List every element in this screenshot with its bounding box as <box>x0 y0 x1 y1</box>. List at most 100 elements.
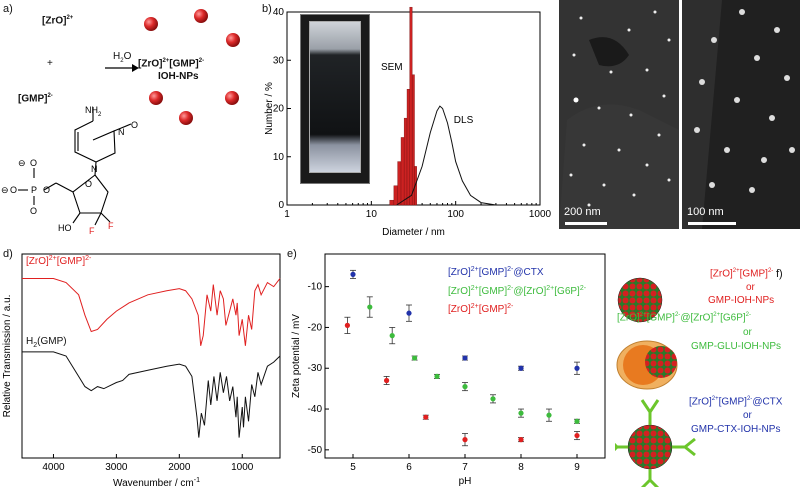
bar <box>403 117 408 206</box>
atom-f: F <box>89 226 95 236</box>
x-tick-label: 8 <box>518 462 524 473</box>
nanoparticle <box>179 111 193 125</box>
bar <box>400 137 405 206</box>
np-label-gmp-glu-ioh: GMP-GLU-IOH-NPs <box>691 341 781 352</box>
product-label-2: IOH-NPs <box>158 71 199 82</box>
panel-b-chart: 1 10 100 1000 0 10 20 30 40 Diameter / nm Number /… <box>264 6 552 238</box>
panel-label-a: a) <box>3 3 13 15</box>
atom-o: O <box>10 185 17 195</box>
dls-curve <box>396 105 496 206</box>
zro-label: [ZrO]2+ <box>42 15 74 27</box>
legend-ctx: [ZrO]2+[GMP]2-@CTX <box>448 266 544 278</box>
panel-a-scheme: [ZrO]2+ + [GMP]2- H2O [ZrO]2+[GMP]2- IOH… <box>0 0 262 245</box>
sem-image-right: 100 nm <box>682 0 800 229</box>
nanoparticle <box>226 33 240 47</box>
data-point <box>389 333 395 339</box>
data-point <box>518 437 524 443</box>
panel-f-drawings <box>615 277 696 487</box>
bar <box>406 88 410 206</box>
legend-glu: [ZrO]2+[GMP]2-@[ZrO]2+[G6P]2- <box>448 285 587 297</box>
nanoparticle <box>225 91 239 105</box>
gmp-glu-ioh-np-icon <box>645 346 677 378</box>
sem-particles-right <box>682 0 795 229</box>
product-label: [ZrO]2+[GMP]2- <box>138 58 205 70</box>
series-label-zro-gmp: [ZrO]2+[GMP]2- <box>26 255 92 267</box>
data-point <box>518 365 524 371</box>
y-tick-label: 30 <box>273 55 285 66</box>
arrow-label: H2O <box>113 51 132 64</box>
atom-o: O <box>131 120 138 130</box>
atom-o: O <box>30 158 37 168</box>
data-point <box>490 396 496 402</box>
nanoparticle <box>194 9 208 23</box>
x-tick-label: 10 <box>366 209 378 220</box>
nanoparticle <box>144 17 158 31</box>
nanoparticle <box>149 91 163 105</box>
x-axis-label: pH <box>459 476 472 487</box>
panel-label-d: d) <box>3 248 13 260</box>
np-label-or: or <box>743 327 752 338</box>
x-tick-label: 5 <box>350 462 356 473</box>
data-point <box>367 304 373 310</box>
data-point <box>546 412 552 418</box>
y-tick-label: 10 <box>273 152 285 163</box>
atom-n: N <box>91 164 98 174</box>
x-tick-label: 1 <box>284 209 290 220</box>
data-point <box>574 418 580 424</box>
bar <box>409 6 413 206</box>
sem-particles-left <box>559 10 679 229</box>
y-axis-label: Relative Transmission / a.u. <box>2 295 13 418</box>
spectrum-line <box>22 277 281 346</box>
data-point <box>423 414 429 420</box>
spectrum-line <box>22 351 281 438</box>
y-tick-label: 20 <box>273 104 285 115</box>
scale-bar <box>565 222 607 225</box>
data-point <box>574 432 580 439</box>
reaction-arrowhead <box>132 64 139 72</box>
panel-d-chart: 4000 3000 2000 1000 Wavenumber / cm-1 Relativ… <box>2 253 281 487</box>
x-axis-label: Diameter / nm <box>382 227 445 238</box>
legend-ioh: [ZrO]2+[GMP]2- <box>448 303 514 315</box>
bar <box>397 161 402 206</box>
x-tick-label: 1000 <box>529 209 552 220</box>
scheme-drawing: NH2 N N O O P O O O O ⊖ ⊖ HO F F <box>1 9 240 236</box>
plus-sign: + <box>47 58 53 69</box>
gmp-label: [GMP]2- <box>18 93 53 105</box>
x-tick-label: 3000 <box>105 462 128 473</box>
data-point <box>434 373 440 379</box>
atom-n: N <box>118 127 125 137</box>
data-point <box>350 271 356 277</box>
panel-f-scheme: [ZrO]2+[GMP]2- or GMP-IOH-NPs [ZrO]2+[GM… <box>615 262 800 487</box>
x-tick-label: 7 <box>462 462 468 473</box>
y-tick-label: 40 <box>273 7 285 18</box>
panel-label-b: b) <box>262 3 272 15</box>
cuvette <box>309 21 361 173</box>
scale-bar <box>688 222 736 225</box>
np-label-or: or <box>743 410 752 421</box>
y-tick-label: -10 <box>308 282 323 293</box>
panel-e-chart: 5 6 7 8 9 -10 -20 -30 -40 -50 pH Zeta potential / m… <box>291 253 606 487</box>
sem-image-left: 200 nm <box>559 0 679 229</box>
np-label-glu: [ZrO]2+[GMP]2-@[ZrO]2+[G6P]2- <box>617 312 752 324</box>
y-tick-label: -20 <box>308 322 323 333</box>
atom-nh2: NH2 <box>85 105 102 118</box>
data-point <box>462 355 468 361</box>
x-tick-label: 6 <box>406 462 412 473</box>
y-tick-label: -40 <box>308 404 323 415</box>
minus-charge: ⊖ <box>18 158 26 168</box>
data-point <box>412 355 418 361</box>
x-axis-label: Wavenumber / cm-1 <box>113 477 200 487</box>
gmp-ioh-np-icon <box>617 277 663 323</box>
atom-p: P <box>31 185 37 195</box>
data-point <box>574 365 580 371</box>
data-point <box>462 384 468 390</box>
minus-charge: ⊖ <box>1 185 9 195</box>
cytosine-ring <box>18 107 132 226</box>
y-axis-label: Zeta potential / mV <box>291 314 302 398</box>
series-label-dls: DLS <box>454 115 474 126</box>
plot-frame <box>21 253 281 459</box>
x-tick-label: 1000 <box>231 462 254 473</box>
scale-label: 100 nm <box>687 206 724 218</box>
bar <box>411 74 415 206</box>
data-point <box>462 437 468 443</box>
